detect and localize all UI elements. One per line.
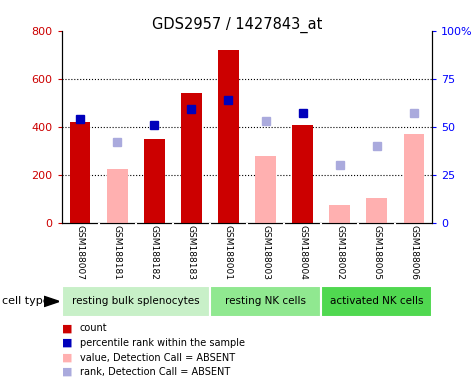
Text: GSM188007: GSM188007	[76, 225, 85, 280]
Text: ■: ■	[62, 323, 72, 333]
Text: GSM188002: GSM188002	[335, 225, 344, 280]
Text: resting bulk splenocytes: resting bulk splenocytes	[72, 296, 200, 306]
Bar	[144, 139, 164, 223]
Bar	[321, 286, 432, 317]
Text: resting NK cells: resting NK cells	[225, 296, 306, 306]
Bar	[218, 50, 238, 223]
Text: rank, Detection Call = ABSENT: rank, Detection Call = ABSENT	[80, 367, 230, 377]
Bar	[70, 122, 90, 223]
Text: cell type: cell type	[2, 296, 50, 306]
Text: GSM188183: GSM188183	[187, 225, 196, 280]
Polygon shape	[44, 296, 59, 306]
Text: GSM188005: GSM188005	[372, 225, 381, 280]
Text: value, Detection Call = ABSENT: value, Detection Call = ABSENT	[80, 353, 235, 362]
Bar	[181, 93, 201, 223]
Bar	[404, 134, 424, 223]
Text: percentile rank within the sample: percentile rank within the sample	[80, 338, 245, 348]
Bar	[293, 125, 313, 223]
Bar	[107, 169, 127, 223]
Text: count: count	[80, 323, 107, 333]
Bar	[256, 156, 276, 223]
Text: GSM188003: GSM188003	[261, 225, 270, 280]
Text: GSM188006: GSM188006	[409, 225, 418, 280]
Text: ■: ■	[62, 353, 72, 362]
Bar	[367, 197, 387, 223]
Text: activated NK cells: activated NK cells	[330, 296, 423, 306]
Text: ■: ■	[62, 367, 72, 377]
Text: ■: ■	[62, 338, 72, 348]
Bar	[330, 205, 350, 223]
Text: GSM188001: GSM188001	[224, 225, 233, 280]
Text: GDS2957 / 1427843_at: GDS2957 / 1427843_at	[152, 17, 323, 33]
Text: GSM188181: GSM188181	[113, 225, 122, 280]
Text: GSM188182: GSM188182	[150, 225, 159, 280]
Bar	[210, 286, 321, 317]
Bar	[62, 286, 210, 317]
Text: GSM188004: GSM188004	[298, 225, 307, 280]
